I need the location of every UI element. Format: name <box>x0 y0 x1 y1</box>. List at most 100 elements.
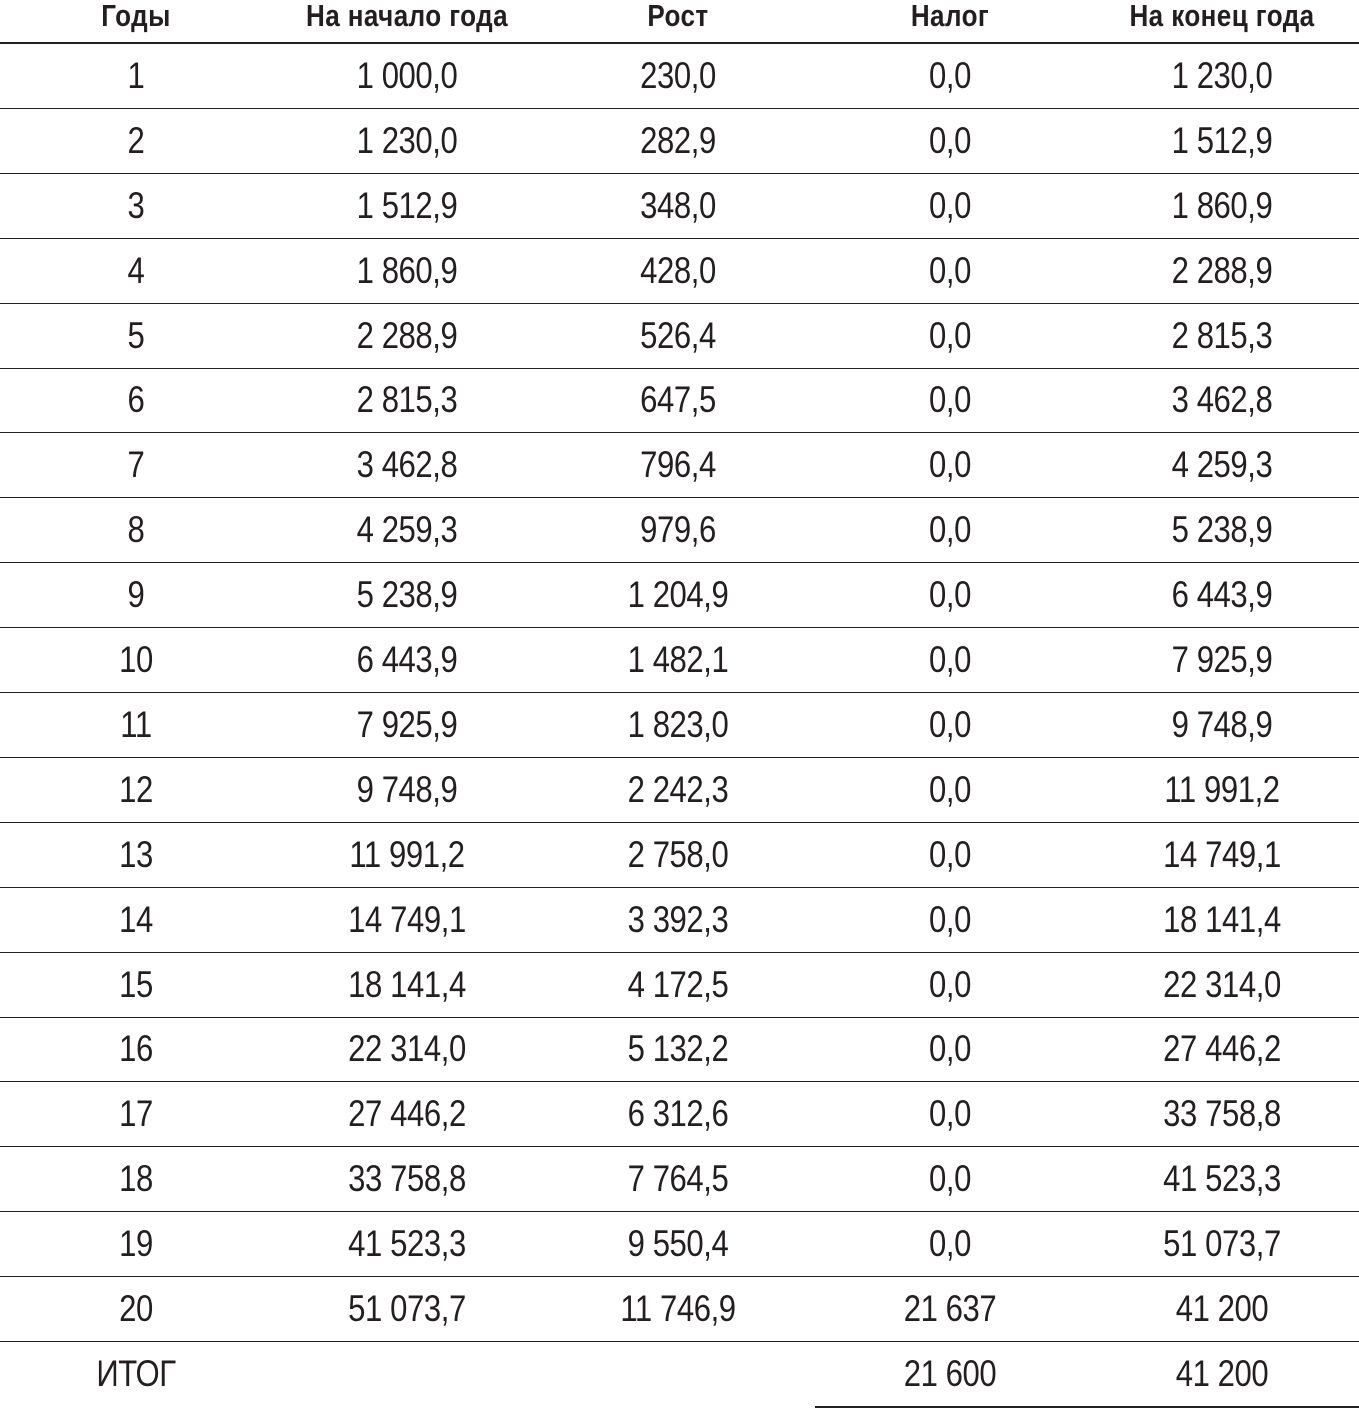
cell-growth: 5 132,2 <box>627 1028 729 1070</box>
header-tax: Налог <box>910 0 990 33</box>
cell-end-of-year: 1 230,0 <box>1171 54 1273 96</box>
cell-growth: 428,0 <box>640 249 716 291</box>
cell-tax: 0,0 <box>929 898 971 940</box>
cell-end-of-year: 1 860,9 <box>1171 184 1273 226</box>
cell-growth: 1 823,0 <box>627 703 729 745</box>
header-years: Годы <box>101 0 171 33</box>
cell-growth: 979,6 <box>640 509 716 551</box>
cell-start-of-year: 1 860,9 <box>356 249 458 291</box>
cell-start-of-year: 9 748,9 <box>356 768 458 810</box>
cell-start-of-year: 2 815,3 <box>356 379 458 421</box>
cell-growth: 647,5 <box>640 379 716 421</box>
total-label: ИТОГ <box>96 1352 176 1394</box>
cell-end-of-year: 1 512,9 <box>1171 119 1273 161</box>
cell-tax: 0,0 <box>929 574 971 616</box>
cell-tax: 0,0 <box>929 1158 971 1200</box>
table-row: 12 9 748,9 2 242,3 0,0 11 991,2 <box>0 756 1359 822</box>
table-row: 16 22 314,0 5 132,2 0,0 27 446,2 <box>0 1016 1359 1082</box>
table-header: Годы На начало года Рост Налог На конец … <box>0 0 1359 43</box>
cell-start-of-year: 1 230,0 <box>356 119 458 161</box>
cell-end-of-year: 5 238,9 <box>1171 509 1273 551</box>
cell-start-of-year: 33 758,8 <box>348 1158 466 1200</box>
table-row: 9 5 238,9 1 204,9 0,0 6 443,9 <box>0 562 1359 627</box>
cell-tax: 0,0 <box>929 119 971 161</box>
cell-growth: 1 204,9 <box>627 574 729 616</box>
cell-end-of-year: 2 815,3 <box>1171 314 1273 356</box>
cell-year: 16 <box>119 1028 153 1070</box>
cell-end-of-year: 11 991,2 <box>1164 768 1280 810</box>
cell-tax: 0,0 <box>929 1093 971 1135</box>
cell-start-of-year: 22 314,0 <box>348 1028 466 1070</box>
cell-year: 12 <box>119 768 153 810</box>
cell-start-of-year: 6 443,9 <box>356 639 458 681</box>
cell-end-of-year: 27 446,2 <box>1163 1028 1281 1070</box>
cell-growth: 2 242,3 <box>627 768 729 810</box>
cell-end-of-year: 33 758,8 <box>1163 1093 1281 1135</box>
cell-start-of-year: 5 238,9 <box>356 574 458 616</box>
cell-end-of-year: 41 523,3 <box>1163 1158 1281 1200</box>
table-row: 20 51 073,7 11 746,9 21 637 41 200 <box>0 1276 1359 1341</box>
cell-end-of-year: 18 141,4 <box>1163 898 1281 940</box>
cell-growth: 3 392,3 <box>627 898 729 940</box>
table-row: 17 27 446,2 6 312,6 0,0 33 758,8 <box>0 1081 1359 1146</box>
cell-year: 1 <box>127 54 145 96</box>
cell-year: 3 <box>127 184 145 226</box>
cell-tax: 0,0 <box>929 1028 971 1070</box>
cell-tax: 21 637 <box>903 1288 997 1330</box>
header-growth: Рост <box>647 0 709 33</box>
cell-start-of-year: 1 000,0 <box>356 54 458 96</box>
cell-year: 9 <box>127 574 145 616</box>
cell-year: 14 <box>119 898 153 940</box>
cell-start-of-year: 3 462,8 <box>356 444 458 486</box>
cell-year: 17 <box>119 1093 153 1135</box>
cell-growth: 282,9 <box>640 119 716 161</box>
cell-start-of-year: 4 259,3 <box>356 509 458 551</box>
cell-year: 15 <box>119 963 153 1005</box>
cell-year: 8 <box>127 509 145 551</box>
cell-end-of-year: 6 443,9 <box>1171 574 1273 616</box>
cell-tax: 0,0 <box>929 963 971 1005</box>
table-row: 14 14 749,1 3 392,3 0,0 18 141,4 <box>0 886 1359 952</box>
cell-growth: 6 312,6 <box>627 1093 729 1135</box>
cell-growth: 7 764,5 <box>627 1158 729 1200</box>
table-row: 18 33 758,8 7 764,5 0,0 41 523,3 <box>0 1146 1359 1211</box>
cell-growth: 9 550,4 <box>627 1223 729 1265</box>
table-row: 11 7 925,9 1 823,0 0,0 9 748,9 <box>0 692 1359 757</box>
cell-end-of-year: 51 073,7 <box>1163 1223 1281 1265</box>
cell-start-of-year: 51 073,7 <box>348 1288 466 1330</box>
table-row: 4 1 860,9 428,0 0,0 2 288,9 <box>0 237 1359 303</box>
cell-year: 10 <box>119 639 153 681</box>
table-row: 15 18 141,4 4 172,5 0,0 22 314,0 <box>0 951 1359 1017</box>
cell-start-of-year: 1 512,9 <box>356 184 458 226</box>
cell-growth: 2 758,0 <box>627 833 729 875</box>
cell-start-of-year: 11 991,2 <box>349 833 465 875</box>
cell-end-of-year: 2 288,9 <box>1171 249 1273 291</box>
table-row: 13 11 991,2 2 758,0 0,0 14 749,1 <box>0 821 1359 887</box>
cell-growth: 1 482,1 <box>627 639 729 681</box>
cell-growth: 11 746,9 <box>620 1288 736 1330</box>
cell-year: 20 <box>119 1288 153 1330</box>
header-start-of-year: На начало года <box>306 0 508 33</box>
table-row: 3 1 512,9 348,0 0,0 1 860,9 <box>0 172 1359 238</box>
cell-tax: 0,0 <box>929 444 971 486</box>
cell-growth: 526,4 <box>640 314 716 356</box>
cell-end-of-year: 9 748,9 <box>1171 703 1273 745</box>
cell-year: 2 <box>127 119 145 161</box>
cell-tax: 0,0 <box>929 768 971 810</box>
cell-tax: 0,0 <box>929 703 971 745</box>
total-tax: 21 600 <box>903 1352 997 1394</box>
cell-end-of-year: 4 259,3 <box>1171 444 1273 486</box>
cell-end-of-year: 22 314,0 <box>1163 963 1281 1005</box>
header-end-of-year: На конец года <box>1129 0 1315 33</box>
cell-start-of-year: 7 925,9 <box>356 703 458 745</box>
table-row: 1 1 000,0 230,0 0,0 1 230,0 <box>0 43 1359 108</box>
cell-growth: 348,0 <box>640 184 716 226</box>
cell-tax: 0,0 <box>929 639 971 681</box>
cell-year: 4 <box>127 249 145 291</box>
cell-growth: 4 172,5 <box>627 963 729 1005</box>
cell-start-of-year: 14 749,1 <box>348 898 466 940</box>
cell-end-of-year: 41 200 <box>1175 1288 1269 1330</box>
cell-year: 5 <box>127 314 145 356</box>
cell-year: 19 <box>119 1223 153 1265</box>
